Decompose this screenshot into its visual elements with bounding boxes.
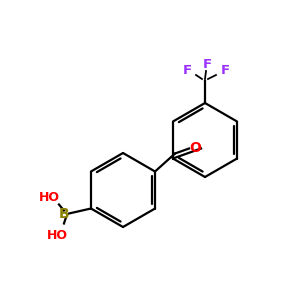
Text: HO: HO <box>38 191 59 204</box>
Text: HO: HO <box>46 229 68 242</box>
Text: B: B <box>58 206 69 220</box>
Text: F: F <box>202 58 211 70</box>
Text: F: F <box>182 64 192 77</box>
Text: F: F <box>220 64 230 77</box>
Text: O: O <box>189 142 201 155</box>
